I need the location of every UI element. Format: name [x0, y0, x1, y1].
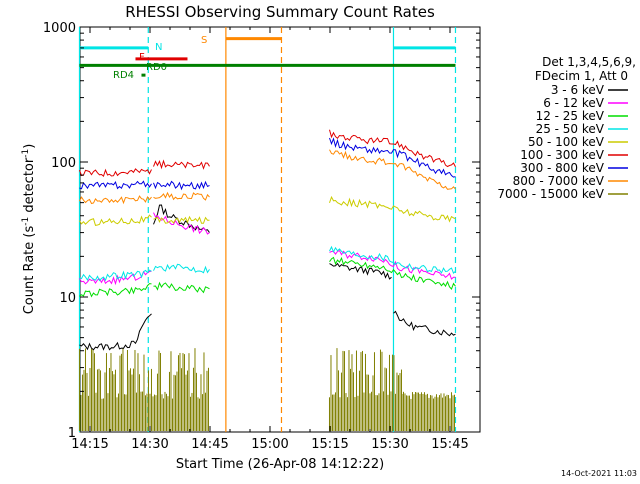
- flag-label-rd0: RD0: [146, 62, 167, 73]
- series-12-25-kev-segment-2: [329, 256, 456, 290]
- legend-label: 300 - 800 keV: [520, 161, 604, 175]
- series-6-12-kev-segment-0: [79, 270, 152, 286]
- flag-label-s: S: [201, 35, 207, 46]
- y-tick-label: 1: [68, 426, 76, 441]
- legend-header-2: FDecim 1, Att 0: [535, 69, 628, 83]
- series-25-50-kev: [79, 245, 456, 282]
- series-100-300-kev-segment-0: [79, 168, 152, 177]
- legend-item-50-100-kev: 50 - 100 keV: [528, 135, 628, 149]
- y-tick-label: 1000: [43, 21, 76, 36]
- x-axis-ticks: 14:15 14:30 14:45 15:00 15:15 15:30 15:45: [71, 27, 469, 452]
- x-axis-label: Start Time (26-Apr-08 14:12:22): [176, 457, 384, 472]
- x-tick-label: 15:45: [431, 437, 468, 452]
- legend-label: 25 - 50 keV: [536, 122, 605, 136]
- flag-label-rd4: RD4: [113, 70, 134, 81]
- legend-item-800-7000-kev: 800 - 7000 keV: [513, 174, 628, 188]
- series-50-100-kev-segment-2: [329, 195, 456, 223]
- series-25-50-kev-segment-1: [153, 263, 210, 274]
- legend-label: 100 - 300 keV: [520, 148, 604, 162]
- series-100-300-kev: [79, 129, 456, 177]
- chart-title: RHESSI Observing Summary Count Rates: [125, 3, 435, 21]
- y-axis-label-mid: detector: [22, 157, 37, 217]
- legend-item-7000-15000-kev: 7000 - 15000 keV: [497, 187, 628, 201]
- series-3-6-kev-segment-2: [329, 262, 392, 280]
- series-3-6-kev-segment-3: [393, 310, 456, 337]
- y-tick-label: 100: [51, 156, 76, 171]
- series-50-100-kev-segment-0: [79, 214, 152, 226]
- series-100-300-kev-segment-2: [329, 129, 456, 168]
- x-tick-label: 14:45: [191, 437, 228, 452]
- series-800-7000-kev-segment-2: [329, 149, 456, 190]
- legend-item-25-50-kev: 25 - 50 keV: [536, 122, 628, 136]
- y-axis-label-end: ): [22, 144, 37, 149]
- series-300-800-kev-segment-1: [153, 180, 210, 191]
- series-3-6-kev: [79, 204, 456, 351]
- x-tick-label: 15:30: [371, 437, 408, 452]
- series-300-800-kev: [79, 137, 456, 191]
- series-12-25-kev-segment-0: [79, 283, 152, 298]
- legend-item-300-800-kev: 300 - 800 keV: [520, 161, 628, 175]
- y-axis-label-main: Count Rate (s: [22, 226, 37, 315]
- y-axis-label-sup1: -1: [21, 217, 31, 226]
- x-tick-label: 15:15: [311, 437, 348, 452]
- legend-item-3-6-kev: 3 - 6 keV: [551, 83, 628, 97]
- series-800-7000-kev-segment-0: [79, 195, 152, 205]
- series-3-6-kev-segment-0: [79, 313, 152, 351]
- series-800-7000-kev: [79, 149, 456, 205]
- series-300-800-kev-segment-2: [329, 137, 456, 178]
- generation-timestamp: 14-Oct-2021 11:03: [561, 469, 637, 478]
- legend-label: 12 - 25 keV: [536, 109, 605, 123]
- y-tick-label: 10: [59, 291, 76, 306]
- legend-label: 800 - 7000 keV: [513, 174, 605, 188]
- legend-item-6-12-kev: 6 - 12 keV: [543, 96, 628, 110]
- y-axis-label-sup2: -1: [21, 149, 31, 158]
- legend-item-12-25-kev: 12 - 25 keV: [536, 109, 628, 123]
- flag-label-f: F: [139, 52, 145, 63]
- series-800-7000-kev-segment-1: [153, 191, 210, 201]
- series-lines: [79, 129, 456, 351]
- series-300-800-kev-segment-0: [79, 180, 152, 190]
- legend: Det 1,3,4,5,6,9, FDecim 1, Att 0 3 - 6 k…: [497, 55, 636, 201]
- series-12-25-kev: [79, 256, 456, 298]
- x-tick-label: 14:15: [71, 437, 108, 452]
- legend-label: 7000 - 15000 keV: [497, 187, 604, 201]
- plot-area: NF S RD0 RD4 14:15 14:30 14:45 15:00 15:15 15:30…: [43, 21, 481, 452]
- series-50-100-kev-segment-1: [153, 215, 210, 224]
- y-axis-label: Count Rate (s-1 detector-1): [21, 144, 37, 315]
- legend-label: 3 - 6 keV: [551, 83, 605, 97]
- series-25-50-kev-segment-2: [329, 245, 456, 274]
- x-tick-label: 15:00: [251, 437, 288, 452]
- series-3-6-kev-segment-1: [153, 204, 210, 233]
- series-6-12-kev-segment-2: [329, 250, 456, 280]
- legend-header-1: Det 1,3,4,5,6,9,: [542, 55, 636, 69]
- y-axis-ticks: 1 10 100 1000: [43, 21, 480, 441]
- legend-label: 50 - 100 keV: [528, 135, 605, 149]
- series-7000-15000-kev: [78, 348, 455, 431]
- legend-item-100-300-kev: 100 - 300 keV: [520, 148, 628, 162]
- flag-bars: NF S RD0 RD4: [79, 35, 456, 81]
- series-50-100-kev: [79, 195, 456, 226]
- series-100-300-kev-segment-1: [153, 159, 210, 170]
- plot-frame: [79, 26, 481, 433]
- series-12-25-kev-segment-1: [153, 281, 210, 294]
- x-tick-label: 14:30: [131, 437, 168, 452]
- flag-label-n: N: [155, 42, 162, 53]
- legend-label: 6 - 12 keV: [543, 96, 605, 110]
- series-25-50-kev-segment-0: [79, 269, 152, 282]
